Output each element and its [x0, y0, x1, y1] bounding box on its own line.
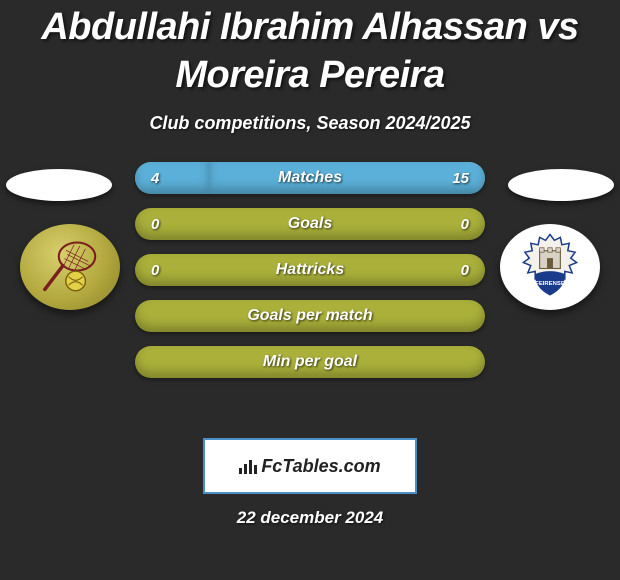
flag-left: [6, 169, 112, 201]
stat-row: Min per goal: [135, 346, 485, 378]
club-badge-left: [20, 224, 120, 310]
club-right-text: FEIRENSE: [535, 281, 565, 287]
stat-row: 415Matches: [135, 162, 485, 194]
castle-shield-icon: FEIRENSE: [513, 230, 587, 304]
stat-label: Goals: [135, 208, 485, 240]
brand-text: FcTables.com: [261, 456, 380, 477]
racquet-ball-icon: [31, 232, 109, 302]
stat-value-left: 0: [151, 208, 159, 240]
stat-row: 0 0Hattricks: [135, 254, 485, 286]
stat-bars: 415Matches00Goals00HattricksGoals per ma…: [135, 162, 485, 392]
bar-fill-right: [209, 162, 486, 194]
club-badge-right: FEIRENSE: [500, 224, 600, 310]
stat-label: Hattricks: [135, 254, 485, 286]
stats-area: FEIRENSE 415Matches00Goals00HattricksGoa…: [0, 162, 620, 422]
date-label: 22 december 2024: [0, 508, 620, 528]
subtitle: Club competitions, Season 2024/2025: [0, 113, 620, 134]
comparison-card: Abdullahi Ibrahim Alhassan vs Moreira Pe…: [0, 0, 620, 528]
stat-value-right: 0: [461, 208, 469, 240]
stat-label: Goals per match: [135, 300, 485, 332]
stat-row: 0 0Goals: [135, 208, 485, 240]
stat-row: Goals per match: [135, 300, 485, 332]
stat-value-right: 0: [461, 254, 469, 286]
stat-label: Min per goal: [135, 346, 485, 378]
fctables-logo: FcTables.com: [239, 456, 380, 477]
page-title: Abdullahi Ibrahim Alhassan vs Moreira Pe…: [0, 4, 620, 105]
brand-box: FcTables.com: [203, 438, 417, 494]
bars-icon: [239, 458, 257, 474]
stat-value-left: 0: [151, 254, 159, 286]
bar-fill-left: [135, 162, 209, 194]
flag-right: [508, 169, 614, 201]
